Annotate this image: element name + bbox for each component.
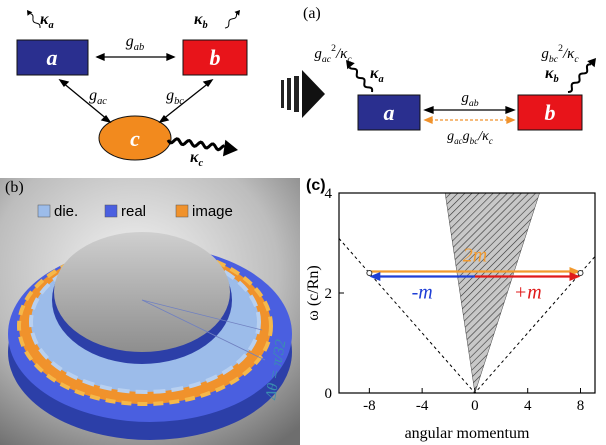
panel-label: (a): [303, 5, 321, 22]
arrow-head: [27, 10, 32, 16]
x-tick-label: -4: [416, 398, 429, 414]
subscript: ac: [454, 136, 463, 146]
math-label: gac2​/κc​: [314, 43, 352, 65]
subscript: ab: [469, 98, 479, 109]
panel-label: (c): [306, 177, 326, 194]
y-axis-label: ω (c/Rn): [305, 265, 322, 320]
math-label: κb​: [545, 65, 559, 85]
subscript: bc: [549, 54, 559, 65]
subscript: ab: [134, 42, 144, 53]
symbol: /κ: [477, 129, 489, 144]
wavy-line: [30, 14, 40, 28]
x-tick-label: -8: [363, 398, 376, 414]
arrow-label: -m: [412, 282, 433, 304]
chart: 2m -m +m -8 -4 0 4 8 0 2 4 angular momentum ω (c/Rn)…: [305, 177, 595, 442]
legend-swatch: [105, 205, 117, 217]
point: [578, 271, 583, 276]
figure: a b c (a) a b die.realimage Δθ = π/32 (b…: [0, 0, 606, 445]
math-label: gbc​: [166, 87, 184, 107]
legend-label: real: [121, 203, 146, 220]
node-label: b: [210, 45, 221, 70]
panel-label: (b): [5, 179, 24, 196]
math-label: κb​: [194, 11, 208, 31]
arrow-head: [223, 140, 238, 157]
symbol: g: [463, 129, 470, 144]
big-arrow: [281, 70, 325, 118]
point: [367, 271, 372, 276]
arrow-head: [587, 58, 596, 67]
subscript: c: [489, 136, 493, 146]
symbol: g: [89, 87, 97, 104]
math-label: gab​: [126, 33, 144, 53]
math-label: gab​: [461, 90, 478, 109]
y-tick-label: 0: [325, 386, 333, 402]
math-label: gac​gbc​/κc​: [447, 129, 493, 146]
subscript: a: [378, 74, 383, 85]
node-label: a: [384, 100, 395, 125]
subscript: ac: [97, 96, 107, 107]
math-label: gbc2​/κc​: [541, 43, 579, 65]
legend-swatch: [176, 205, 188, 217]
subscript: b: [553, 74, 558, 85]
node-label: b: [545, 100, 556, 125]
y-tick-label: 2: [325, 286, 333, 302]
wavy-line: [568, 64, 591, 92]
subscript: bc: [174, 96, 184, 107]
x-tick-label: 0: [471, 398, 479, 414]
legend: die. real image: [38, 203, 233, 220]
legend-label: die.: [54, 203, 78, 220]
node-label: c: [130, 126, 140, 151]
math-label: κa​: [40, 11, 54, 31]
wavy-line: [350, 67, 373, 92]
subscript: bc: [470, 136, 479, 146]
subscript: a: [48, 20, 53, 31]
subscript: ac: [322, 54, 332, 65]
symbol: /κ: [335, 46, 348, 62]
y-tick-label: 4: [325, 186, 333, 202]
symbol: g: [447, 129, 454, 144]
symbol: g: [166, 87, 174, 104]
subscript: c: [574, 54, 579, 65]
legend-label: image: [192, 203, 233, 220]
math-label: gac​: [89, 87, 107, 107]
legend-swatch: [38, 205, 50, 217]
symbol: g: [126, 33, 134, 50]
subscript: c: [198, 158, 203, 169]
arrow-label: +m: [514, 282, 542, 304]
subscript: b: [202, 20, 207, 31]
arrow-label: 2m: [463, 245, 487, 267]
wavy-line: [225, 14, 237, 28]
node-label: a: [47, 45, 58, 70]
subscript: c: [347, 54, 352, 65]
symbol: /κ: [562, 46, 575, 62]
arrow-head: [234, 10, 240, 16]
math-label: κc​: [190, 149, 203, 169]
x-tick-label: 8: [577, 398, 585, 414]
x-axis-label: angular momentum: [405, 425, 530, 442]
math-label: κa​: [370, 65, 384, 85]
x-tick-label: 4: [524, 398, 532, 414]
